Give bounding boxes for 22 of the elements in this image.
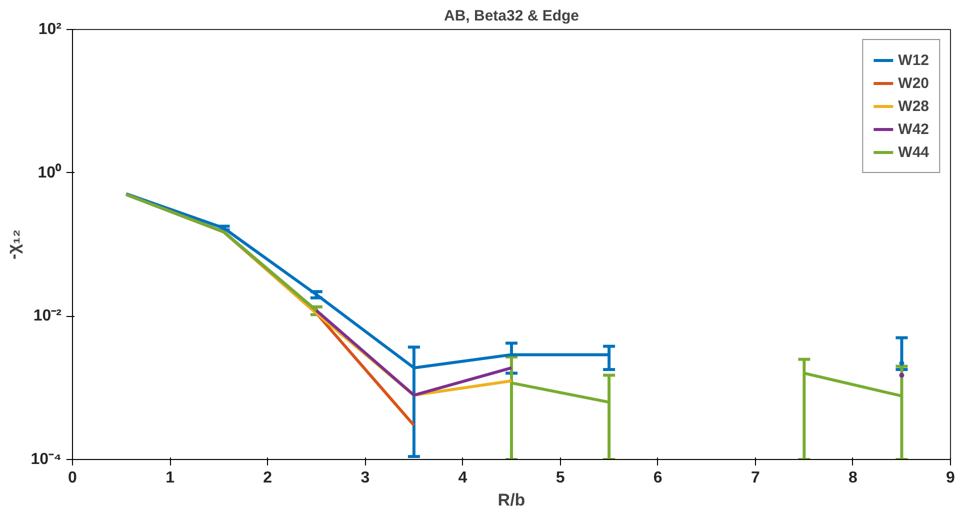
legend-label: W28 [898,98,929,114]
y-axis-title: -χ₁₂ [4,229,23,260]
y-tick-label: 10⁻⁴ [30,451,62,468]
y-tick-label: 10² [38,21,62,38]
legend-label: W44 [898,144,929,160]
legend-label: W12 [898,52,929,68]
x-tick-label: 4 [458,470,468,486]
x-tick-label: 6 [653,470,662,486]
x-tick-label: 3 [360,470,370,486]
chart-title: AB, Beta32 & Edge [444,8,580,24]
x-tick-label: 5 [556,470,565,486]
y-tick-label: 10⁻² [33,308,62,325]
x-axis-title: R/b [498,490,526,510]
x-tick-label: 0 [68,470,78,486]
x-tick-label: 2 [263,470,272,486]
x-tick-label: 8 [848,470,858,486]
x-tick-label: 9 [946,470,956,486]
legend-label: W42 [898,120,929,138]
x-tick-label: 1 [166,470,175,486]
x-tick-label: 7 [750,470,760,486]
y-tick-label: 10⁰ [38,163,62,182]
legend-label: W20 [898,74,929,92]
